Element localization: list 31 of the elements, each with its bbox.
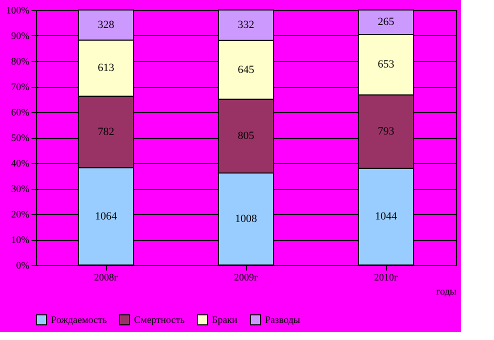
legend-label: Разводы xyxy=(265,314,300,326)
y-tick-label: 100% xyxy=(6,6,30,16)
annotation: 1064 xyxy=(95,210,118,222)
annotation: 1044 xyxy=(375,210,398,223)
annotation: 332 xyxy=(238,19,254,32)
y-tick-label: 10% xyxy=(11,235,30,246)
annotation: 782 xyxy=(98,126,114,138)
x-tick-label: 2010г xyxy=(374,272,398,284)
x-tick-label: 2009г xyxy=(234,272,258,284)
annotation: 805 xyxy=(238,130,255,142)
legend-label: Рождаемость xyxy=(51,314,108,326)
y-tick-label: 40% xyxy=(11,158,30,170)
annotation: 793 xyxy=(378,126,395,138)
y-tick-label: 20% xyxy=(11,210,30,220)
y-tick-label: 80% xyxy=(11,56,30,68)
legend-label: Браки xyxy=(212,314,238,326)
annotation: 645 xyxy=(238,64,255,76)
y-tick-label: 0% xyxy=(16,260,30,272)
annotation: 613 xyxy=(98,62,115,74)
y-tick-label: 60% xyxy=(11,108,30,118)
annotation: 1008 xyxy=(235,212,258,225)
annotation: 328 xyxy=(98,19,115,32)
y-tick-label: 50% xyxy=(11,133,30,144)
legend-label: Смертность xyxy=(134,314,186,326)
y-tick-label: 70% xyxy=(11,82,30,93)
x-axis-title: годы xyxy=(436,286,457,298)
y-tick-label: 90% xyxy=(11,31,30,42)
annotation: 653 xyxy=(378,58,395,71)
y-tick-label: 30% xyxy=(11,184,30,195)
x-tick-label: 2008г xyxy=(94,272,118,284)
annotation: 265 xyxy=(378,16,395,28)
